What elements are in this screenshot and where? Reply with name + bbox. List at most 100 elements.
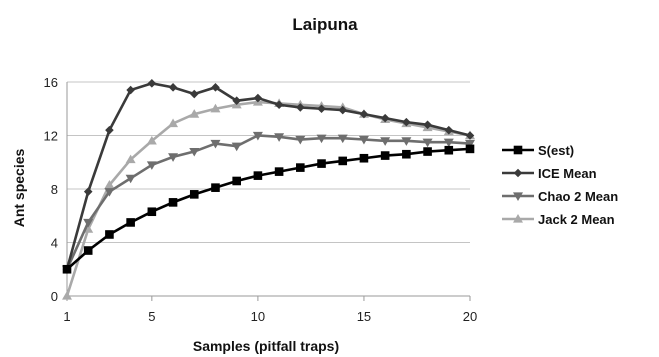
data-point-s-est-2	[83, 246, 93, 255]
data-point-chao-2-mean-14	[337, 134, 348, 144]
y-tick-label-12: 12	[44, 129, 58, 144]
data-point-s-est-19	[444, 145, 454, 155]
data-point-ice-mean-6	[168, 83, 178, 92]
data-point-s-est-12	[296, 163, 305, 172]
data-point-chao-2-mean-15	[358, 135, 369, 145]
data-point-ice-mean-19	[444, 125, 454, 135]
data-point-chao-2-mean-9	[231, 142, 242, 152]
data-point-chao-2-mean-20	[465, 139, 475, 149]
series-group	[62, 79, 475, 300]
data-point-chao-2-mean-7	[189, 147, 200, 157]
data-point-chao-2-mean-8	[210, 139, 221, 149]
data-point-s-est-14	[338, 156, 348, 166]
data-point-jack-2-mean-4	[125, 154, 136, 164]
data-point-ice-mean-18	[423, 120, 432, 130]
data-point-jack-2-mean-1	[62, 291, 72, 300]
data-point-ice-mean-16	[380, 113, 390, 123]
x-tick-label-15: 15	[357, 309, 371, 324]
data-point-chao-2-mean-4	[125, 174, 136, 184]
data-point-s-est-15	[359, 153, 369, 163]
data-point-s-est-7	[189, 190, 199, 199]
data-point-chao-2-mean-2	[83, 218, 94, 228]
x-tick-label-10: 10	[251, 309, 265, 324]
y-tick-label-8: 8	[51, 182, 58, 197]
data-point-s-est-20	[465, 144, 475, 154]
data-point-ice-mean-10	[253, 93, 263, 103]
legend-marker-jack-2-mean	[513, 214, 523, 223]
series-line-s-est	[66, 147, 471, 271]
x-tick-label-20: 20	[463, 309, 477, 324]
data-point-ice-mean-9	[232, 96, 241, 106]
data-point-jack-2-mean-6	[168, 118, 179, 128]
data-point-ice-mean-14	[338, 105, 348, 115]
data-point-jack-2-mean-5	[146, 135, 157, 145]
data-point-ice-mean-20	[465, 131, 475, 140]
data-point-s-est-5	[147, 207, 157, 217]
data-point-chao-2-mean-13	[316, 134, 327, 144]
series-s-est	[62, 144, 475, 274]
chart-title: Laipuna	[292, 15, 358, 34]
legend-item-jack-2-mean: Jack 2 Mean	[502, 212, 615, 227]
data-point-ice-mean-17	[402, 117, 411, 127]
x-tick-label-5: 5	[148, 309, 155, 324]
data-point-ice-mean-13	[317, 104, 326, 114]
data-point-jack-2-mean-7	[189, 109, 200, 118]
data-point-s-est-1	[62, 264, 72, 274]
series-line-jack-2-mean	[65, 100, 471, 297]
data-point-ice-mean-4	[126, 85, 135, 95]
data-point-s-est-16	[380, 151, 390, 160]
data-point-jack-2-mean-3	[104, 179, 115, 189]
data-point-ice-mean-5	[147, 79, 157, 88]
data-point-chao-2-mean-12	[295, 135, 306, 145]
data-point-chao-2-mean-17	[401, 137, 412, 146]
data-point-chao-2-mean-5	[146, 161, 157, 170]
series-chao-2-mean	[62, 131, 475, 275]
data-point-s-est-10	[253, 171, 263, 180]
data-point-ice-mean-11	[274, 100, 284, 110]
data-point-chao-2-mean-19	[443, 138, 454, 148]
legend-marker-ice-mean	[513, 168, 523, 178]
legend-item-ice-mean: ICE Mean	[502, 166, 597, 181]
data-point-s-est-17	[402, 149, 411, 159]
data-point-ice-mean-2	[83, 187, 93, 196]
gridlines	[67, 81, 470, 297]
legend-label-jack-2-mean: Jack 2 Mean	[538, 212, 615, 227]
data-point-ice-mean-12	[296, 103, 305, 112]
data-point-s-est-11	[274, 167, 284, 176]
y-tick-label-4: 4	[51, 236, 58, 251]
series-ice-mean	[62, 79, 475, 274]
data-point-chao-2-mean-16	[380, 137, 391, 146]
data-point-jack-2-mean-8	[210, 103, 221, 113]
data-point-chao-2-mean-18	[422, 138, 433, 148]
y-tick-label-0: 0	[51, 289, 58, 304]
legend-label-chao-2-mean: Chao 2 Mean	[538, 189, 618, 204]
legend: S(est) ICE Mean Chao 2 Mean Jack 2 Mean	[502, 143, 618, 227]
series-jack-2-mean	[62, 97, 475, 300]
data-point-ice-mean-15	[359, 109, 369, 119]
data-point-s-est-13	[317, 159, 326, 168]
x-axis-label: Samples (pitfall traps)	[193, 338, 339, 354]
data-point-chao-2-mean-10	[252, 131, 263, 141]
legend-marker-chao-2-mean	[513, 192, 523, 201]
data-point-s-est-3	[105, 230, 114, 239]
data-point-ice-mean-7	[189, 89, 199, 99]
legend-item-s-est: S(est)	[502, 143, 574, 158]
y-tick-label-16: 16	[44, 75, 58, 90]
data-point-s-est-4	[126, 218, 135, 227]
data-point-chao-2-mean-6	[168, 153, 179, 162]
data-point-s-est-8	[211, 183, 220, 192]
data-point-s-est-18	[423, 147, 432, 156]
legend-marker-s-est	[513, 145, 523, 155]
data-point-ice-mean-8	[211, 83, 220, 92]
legend-item-chao-2-mean: Chao 2 Mean	[502, 189, 618, 204]
data-point-chao-2-mean-3	[104, 188, 115, 197]
data-point-chao-2-mean-11	[274, 133, 285, 142]
data-point-s-est-9	[232, 176, 241, 186]
y-axis-label: Ant species	[11, 148, 27, 227]
legend-label-s-est: S(est)	[538, 143, 574, 158]
data-point-s-est-6	[168, 198, 178, 207]
x-tick-label-1: 1	[63, 309, 70, 324]
legend-label-ice-mean: ICE Mean	[538, 166, 597, 181]
